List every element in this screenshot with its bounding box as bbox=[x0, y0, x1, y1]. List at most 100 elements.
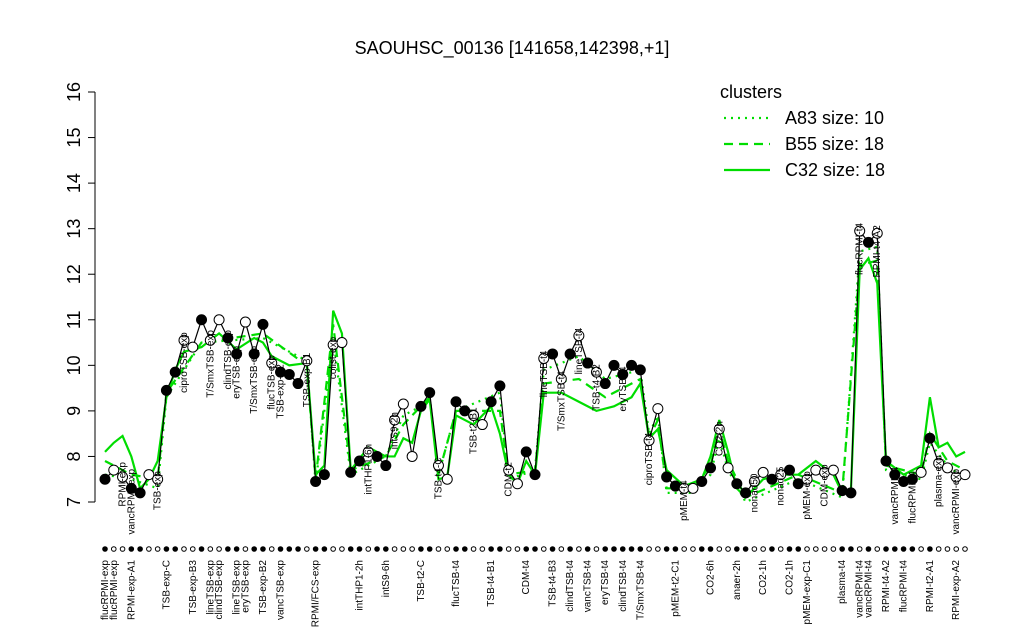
sample-point bbox=[608, 359, 620, 371]
rug-point bbox=[137, 546, 143, 552]
point-label: colist-exp bbox=[328, 336, 339, 379]
x-tick-label: TSB-exp-B3 bbox=[188, 560, 199, 615]
sample-point bbox=[125, 482, 137, 494]
sample-point bbox=[696, 476, 708, 487]
sample-point bbox=[283, 368, 295, 380]
y-tick-label: 16 bbox=[64, 82, 84, 102]
sample-point bbox=[520, 446, 532, 458]
rug-point bbox=[365, 546, 372, 552]
x-tick-label: flucRPMI-exp bbox=[109, 560, 120, 620]
point-label: intTHP1-6h bbox=[363, 444, 374, 495]
point-label: pMEM-t4 bbox=[679, 480, 690, 521]
sample-point bbox=[845, 487, 857, 499]
rug-point bbox=[251, 546, 257, 552]
sample-point bbox=[705, 462, 717, 474]
x-tick-label: CDM-t4 bbox=[521, 560, 532, 595]
sample-point bbox=[99, 473, 111, 485]
sample-point bbox=[661, 471, 673, 483]
sample-point bbox=[380, 460, 392, 472]
x-tick-label: RPMI-exp-A1 bbox=[126, 560, 137, 620]
rug-point bbox=[172, 546, 179, 552]
rug-point bbox=[400, 546, 407, 552]
y-tick-label: 14 bbox=[64, 173, 84, 193]
sample-point bbox=[792, 478, 804, 490]
x-tick-label: T/SmxTSB-t4 bbox=[635, 560, 646, 620]
rug-point bbox=[233, 546, 240, 552]
sample-point bbox=[634, 364, 646, 376]
rug-point bbox=[891, 546, 898, 552]
sample-point bbox=[424, 387, 436, 399]
sample-point bbox=[529, 469, 541, 481]
rug-point bbox=[734, 546, 740, 552]
sample-point bbox=[503, 464, 515, 476]
x-tick-label: lineTSB-exp bbox=[205, 560, 216, 615]
sample-point bbox=[222, 332, 234, 344]
rug-point bbox=[698, 546, 705, 552]
sample-point bbox=[590, 366, 602, 378]
rug-point bbox=[804, 546, 810, 552]
point-label: TSB-exp bbox=[153, 471, 164, 510]
rug-point bbox=[619, 546, 626, 552]
rug-point bbox=[540, 546, 547, 552]
point-label: eryTSB-exp bbox=[232, 346, 243, 399]
rug-point bbox=[927, 546, 933, 552]
sample-point bbox=[406, 450, 418, 462]
rug-point bbox=[374, 546, 380, 552]
sample-point bbox=[318, 469, 330, 481]
sample-point bbox=[371, 450, 383, 462]
sample-point bbox=[108, 464, 120, 476]
sample-point bbox=[196, 314, 208, 326]
rug-point bbox=[655, 546, 661, 552]
rug-point bbox=[154, 546, 161, 552]
rug-point bbox=[189, 546, 196, 552]
rug-point bbox=[611, 546, 617, 552]
x-tick-label: TSB-t4-B1 bbox=[486, 560, 497, 607]
sample-point bbox=[397, 398, 409, 410]
sample-point bbox=[292, 378, 304, 390]
rug-point bbox=[690, 546, 696, 552]
sample-point bbox=[555, 373, 567, 385]
rug-point bbox=[418, 546, 424, 552]
sample-point bbox=[652, 403, 664, 415]
rug-point bbox=[883, 546, 889, 552]
rug-point bbox=[461, 546, 468, 552]
point-label: vancRPMI-exp bbox=[951, 469, 962, 535]
y-tick-label: 10 bbox=[64, 355, 84, 375]
rug-point bbox=[523, 546, 530, 552]
rug-point bbox=[426, 546, 433, 552]
rug-point bbox=[207, 546, 214, 552]
y-tick-label: 13 bbox=[64, 219, 84, 239]
point-label: vancRPMI-t4 bbox=[890, 466, 901, 524]
x-tick-label: intS9-6h bbox=[381, 560, 392, 597]
y-tick-label: 8 bbox=[64, 451, 84, 461]
rug-point bbox=[514, 546, 521, 552]
rug-point bbox=[453, 546, 459, 552]
rug-point bbox=[146, 546, 152, 552]
rug-point bbox=[830, 546, 837, 552]
sample-point bbox=[538, 353, 550, 364]
rug-point bbox=[225, 546, 231, 552]
rug-point bbox=[479, 546, 486, 552]
rug-point bbox=[409, 546, 415, 552]
rug-point bbox=[532, 546, 538, 552]
sample-point bbox=[468, 409, 480, 421]
rug-point bbox=[102, 546, 108, 552]
x-tick-label: flucRPMI-t4 bbox=[899, 560, 910, 613]
x-tick-label: vancRPMI-t4 bbox=[863, 560, 874, 618]
sample-point bbox=[178, 334, 190, 346]
y-tick-label: 15 bbox=[64, 128, 84, 148]
rug-point bbox=[813, 546, 819, 552]
sample-point bbox=[432, 460, 444, 472]
rug-point bbox=[497, 546, 503, 552]
rug-point bbox=[260, 546, 266, 552]
rug-point bbox=[576, 546, 582, 552]
rug-point bbox=[707, 546, 714, 552]
sample-point bbox=[959, 469, 971, 481]
y-tick-label: 9 bbox=[64, 406, 84, 416]
x-tick-label: lineTSB-exp bbox=[232, 560, 243, 615]
rug-point bbox=[558, 546, 565, 552]
sample-point bbox=[827, 464, 839, 476]
sample-point bbox=[573, 330, 585, 342]
sample-point bbox=[248, 348, 260, 360]
rug-point bbox=[909, 546, 916, 552]
